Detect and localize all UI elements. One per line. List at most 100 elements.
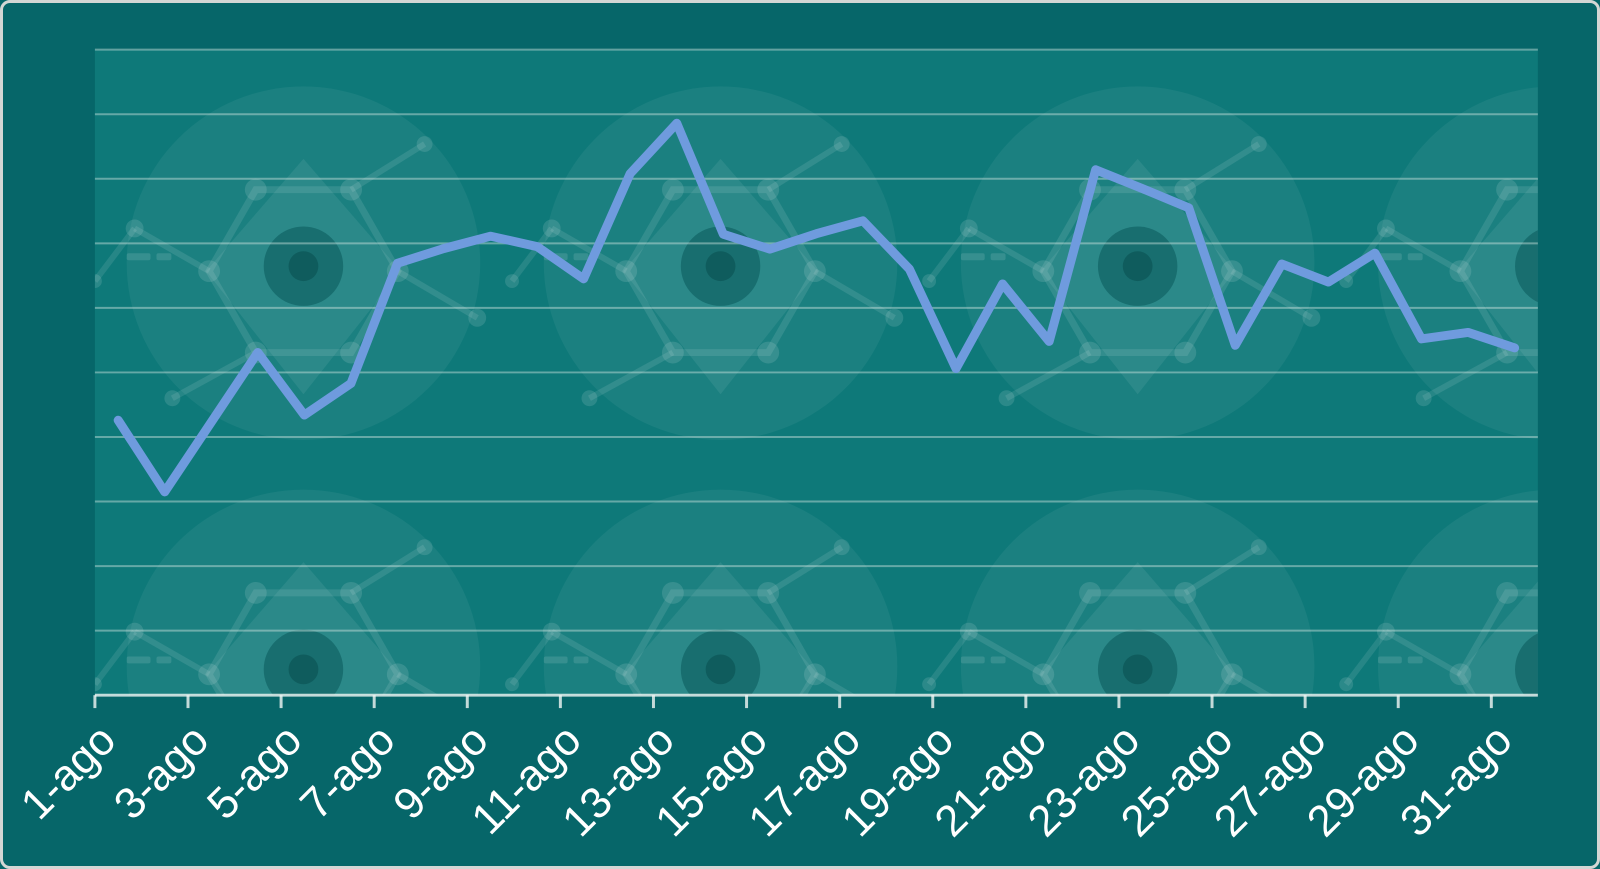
watermark-dash — [990, 656, 1006, 664]
watermark-dash — [1407, 253, 1423, 261]
watermark-donut — [1097, 226, 1178, 306]
watermark-link — [813, 671, 857, 696]
watermark-link — [1343, 629, 1389, 687]
watermark-unit — [94, 86, 487, 440]
watermark-node-dot — [1174, 178, 1197, 201]
watermark-node-dot — [1250, 539, 1267, 556]
watermark-node-dot — [661, 178, 684, 201]
watermark-link — [813, 268, 896, 321]
watermark-node-dot — [1591, 582, 1597, 604]
watermark-node-dot — [757, 341, 780, 364]
watermark-node-dot — [244, 581, 267, 604]
watermark-donut — [263, 226, 344, 306]
watermark-link — [133, 629, 211, 677]
watermark-hexagon — [1039, 589, 1237, 696]
watermark-link — [926, 226, 972, 283]
watermark-link — [967, 225, 1045, 274]
watermark-node-dot — [340, 178, 363, 201]
watermark-link — [588, 349, 675, 401]
watermark-donut — [1515, 633, 1538, 696]
watermark-node-dot — [1221, 663, 1243, 686]
watermark-dash — [573, 656, 589, 664]
watermark-node-dot — [1174, 341, 1197, 364]
watermark-unit — [922, 489, 1315, 696]
watermark-node-dot — [1496, 581, 1519, 604]
watermark-node-dot — [1376, 219, 1395, 238]
watermark-link — [94, 629, 138, 687]
watermark-donut-hole — [705, 251, 736, 282]
watermark-circle — [1378, 490, 1538, 696]
watermark-node-dot — [885, 308, 904, 327]
molecule-network-triangle-watermark — [94, 86, 1597, 767]
line-chart-frame: 1-ago 3-ago 5-ago 7-ago 9-ago 11-ago 13-ago 15-… — [3, 3, 1597, 866]
watermark-dash — [990, 253, 1006, 261]
watermark-link — [926, 629, 972, 687]
watermark-node-dot — [833, 539, 850, 556]
watermark-node-dot — [1449, 260, 1472, 283]
watermark-circle — [1378, 87, 1538, 440]
watermark-node-dot — [125, 219, 144, 238]
watermark-hexagon — [205, 589, 402, 696]
watermark-donut-hole — [288, 654, 319, 685]
watermark-donut-hole — [1122, 654, 1153, 685]
watermark-circle — [126, 489, 481, 696]
watermark-node-dot — [1449, 663, 1472, 686]
watermark-node-dot — [1591, 745, 1597, 767]
watermark-link — [170, 349, 258, 401]
watermark-node-dot — [468, 308, 487, 327]
watermark-node-dot — [885, 712, 903, 730]
watermark-dash — [960, 656, 985, 664]
watermark-link — [1230, 671, 1274, 696]
line-chart: 1-ago3-ago5-ago7-ago9-ago11-ago13-ago15-… — [12, 48, 1597, 846]
watermark-donut — [263, 629, 344, 696]
watermark-node-dot — [244, 178, 267, 201]
watermark-dash — [126, 253, 151, 261]
watermark-link — [1183, 141, 1261, 193]
watermark-link — [94, 226, 138, 283]
watermark-hexagon — [622, 589, 819, 696]
watermark-node-dot — [542, 219, 561, 238]
watermark-hexagon — [1456, 589, 1538, 696]
watermark-node-dot — [94, 677, 102, 692]
watermark-node-dot — [757, 178, 780, 201]
watermark-dash — [126, 656, 151, 664]
watermark-link — [396, 671, 440, 696]
x-axis-label: 5-ago — [198, 715, 312, 829]
watermark-dash — [543, 656, 568, 664]
watermark-link — [1005, 349, 1092, 401]
watermark-link — [133, 225, 211, 274]
watermark-diamond — [1457, 178, 1538, 373]
watermark-diamond — [623, 562, 818, 696]
watermark-node-dot — [803, 663, 826, 686]
watermark-node-dot — [1376, 622, 1395, 641]
watermark-node-dot — [125, 622, 144, 641]
watermark-node-dot — [757, 581, 780, 604]
watermark-link — [1384, 629, 1462, 677]
watermark-donut-hole — [1122, 251, 1153, 282]
watermark-link — [1230, 268, 1313, 321]
watermark-node-dot — [94, 274, 102, 289]
watermark-node-dot — [1079, 341, 1101, 364]
watermark-node-dot — [386, 663, 409, 686]
watermark-unit — [1339, 490, 1597, 767]
watermark-donut — [1097, 629, 1178, 696]
watermark-donut — [680, 226, 761, 306]
watermark-link — [509, 226, 555, 283]
watermark-node-dot — [1174, 581, 1197, 604]
watermark-node-dot — [615, 260, 638, 283]
watermark-link — [766, 141, 844, 193]
watermark-hexagon — [622, 186, 819, 357]
x-axis-label: 7-ago — [291, 715, 405, 829]
watermark-unit — [1339, 87, 1597, 440]
watermark-donut — [1515, 230, 1538, 303]
watermark-donut-hole — [1540, 251, 1570, 281]
watermark-dash — [1377, 253, 1402, 261]
watermark-link — [349, 141, 427, 193]
watermark-donut-hole — [1540, 654, 1570, 684]
watermark-dash — [156, 253, 172, 261]
watermark-dash — [960, 253, 985, 261]
watermark-dash — [1377, 656, 1402, 664]
watermark-link — [550, 225, 628, 274]
watermark-node-dot — [1591, 342, 1597, 364]
